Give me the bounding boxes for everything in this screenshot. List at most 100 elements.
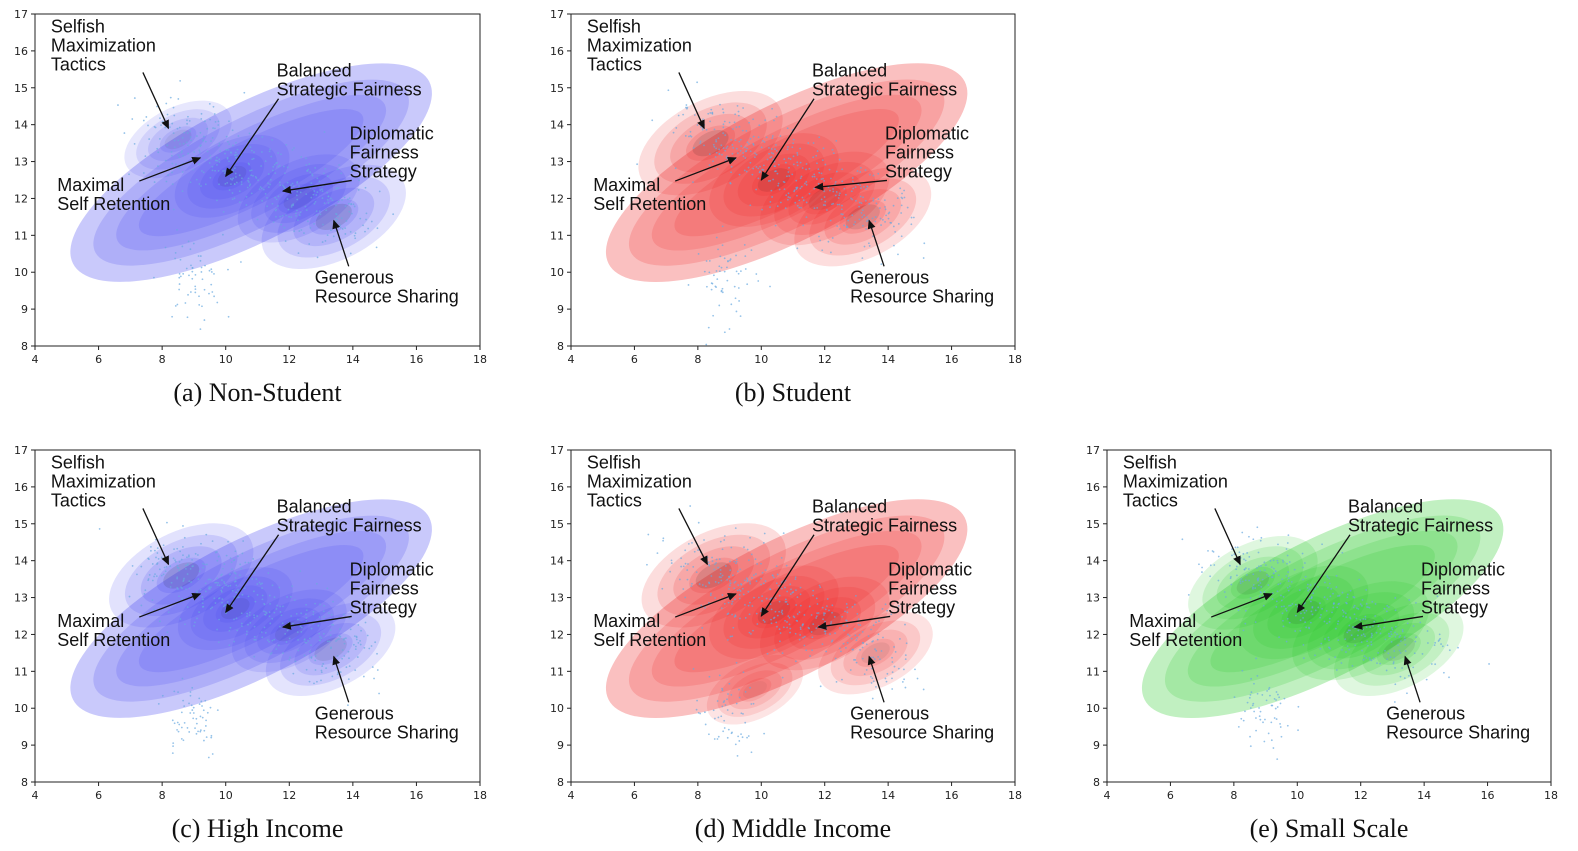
annotation: Balanced Strategic Fairness	[225, 497, 422, 614]
scatter-point	[277, 152, 279, 154]
scatter-point	[800, 206, 802, 209]
scatter-point	[734, 139, 737, 142]
scatter-point	[735, 254, 737, 257]
x-tick-label: 4	[568, 353, 575, 366]
scatter-point	[1307, 589, 1310, 592]
annotation: Diplomatic Fairness Strategy	[281, 559, 434, 630]
scatter-point	[190, 581, 193, 583]
scatter-point	[170, 154, 173, 157]
scatter-point	[923, 242, 926, 245]
scatter-point	[719, 569, 722, 571]
scatter-point	[1441, 645, 1444, 648]
scatter-point	[310, 656, 313, 659]
scatter-point	[242, 540, 245, 542]
scatter-point	[176, 564, 179, 567]
scatter-point	[305, 209, 308, 212]
scatter-point	[728, 121, 731, 124]
scatter-point	[869, 173, 871, 176]
scatter-point	[882, 636, 884, 639]
scatter-point	[1366, 640, 1369, 643]
plot-frame	[1106, 449, 1552, 783]
scatter-point	[326, 175, 329, 178]
scatter-point	[721, 108, 724, 111]
scatter-point	[779, 135, 782, 137]
scatter-point	[327, 195, 330, 198]
scatter-point	[723, 602, 726, 605]
scatter-point	[853, 223, 855, 226]
scatter-point	[200, 542, 202, 545]
scatter-point	[904, 623, 906, 626]
scatter-point	[237, 589, 239, 591]
scatter-point	[197, 730, 199, 733]
annotation-label: Selfish Maximization Tactics	[587, 452, 692, 510]
scatter-point	[290, 184, 293, 187]
scatter-point	[1229, 577, 1232, 580]
scatter-point	[1209, 564, 1212, 567]
x-tick-label: 12	[282, 353, 296, 366]
scatter-point	[370, 220, 373, 223]
scatter-point	[364, 186, 367, 189]
scatter-point	[798, 638, 801, 641]
kde-cluster-core	[220, 598, 250, 620]
scatter-point	[851, 198, 854, 201]
annotation: Maximal Self Retention	[1129, 592, 1273, 650]
scatter-point	[675, 127, 678, 129]
scatter-point	[1301, 552, 1304, 555]
scatter-point	[730, 693, 733, 696]
scatter-point	[830, 621, 833, 623]
scatter-point	[885, 680, 888, 683]
y-tick-label: 10	[14, 266, 28, 279]
scatter-point	[1237, 725, 1240, 728]
scatter-point	[173, 146, 176, 149]
scatter-point	[162, 544, 165, 547]
scatter-point	[260, 165, 263, 167]
scatter-point	[775, 582, 778, 585]
scatter-point	[217, 124, 220, 126]
scatter-point	[815, 154, 818, 157]
x-tick-label: 8	[1230, 789, 1237, 802]
scatter-point	[705, 343, 708, 346]
scatter-point	[1249, 735, 1251, 738]
scatter-point	[865, 187, 868, 190]
scatter-point	[246, 186, 249, 189]
scatter-point	[1241, 580, 1244, 583]
scatter-point	[1383, 619, 1386, 622]
scatter-point	[742, 155, 745, 158]
scatter-point	[286, 198, 289, 200]
scatter-point	[1279, 726, 1282, 728]
scatter-point	[850, 197, 852, 200]
scatter-point	[315, 582, 318, 585]
kde-layer	[605, 499, 968, 719]
scatter-point	[310, 182, 313, 185]
scatter-point	[192, 565, 194, 567]
scatter-point	[243, 91, 246, 94]
scatter-point	[807, 142, 810, 144]
annotation-label: Diplomatic Fairness Strategy	[1421, 559, 1505, 617]
scatter-point	[715, 151, 718, 154]
scatter-point	[739, 590, 742, 592]
scatter-point	[165, 565, 168, 568]
scatter-point	[1279, 582, 1282, 585]
scatter-point	[1252, 584, 1255, 586]
scatter-point	[754, 558, 757, 561]
scatter-point	[266, 197, 268, 199]
scatter-point	[1265, 699, 1268, 702]
scatter-point	[1252, 702, 1255, 705]
plot-frame	[34, 13, 481, 347]
scatter-point	[842, 642, 845, 645]
kde-band	[70, 499, 432, 718]
scatter-point	[197, 578, 200, 580]
scatter-point	[1370, 659, 1373, 662]
scatter-point	[1399, 675, 1402, 678]
scatter-point	[884, 677, 887, 680]
scatter-point	[788, 166, 790, 169]
scatter-point	[1311, 613, 1314, 616]
scatter-point	[781, 652, 784, 654]
scatter-point	[202, 566, 205, 569]
scatter-point	[1238, 551, 1241, 554]
scatter-point	[307, 168, 310, 171]
scatter-point	[293, 230, 296, 233]
scatter-point	[1386, 658, 1389, 661]
scatter-point	[712, 160, 714, 163]
